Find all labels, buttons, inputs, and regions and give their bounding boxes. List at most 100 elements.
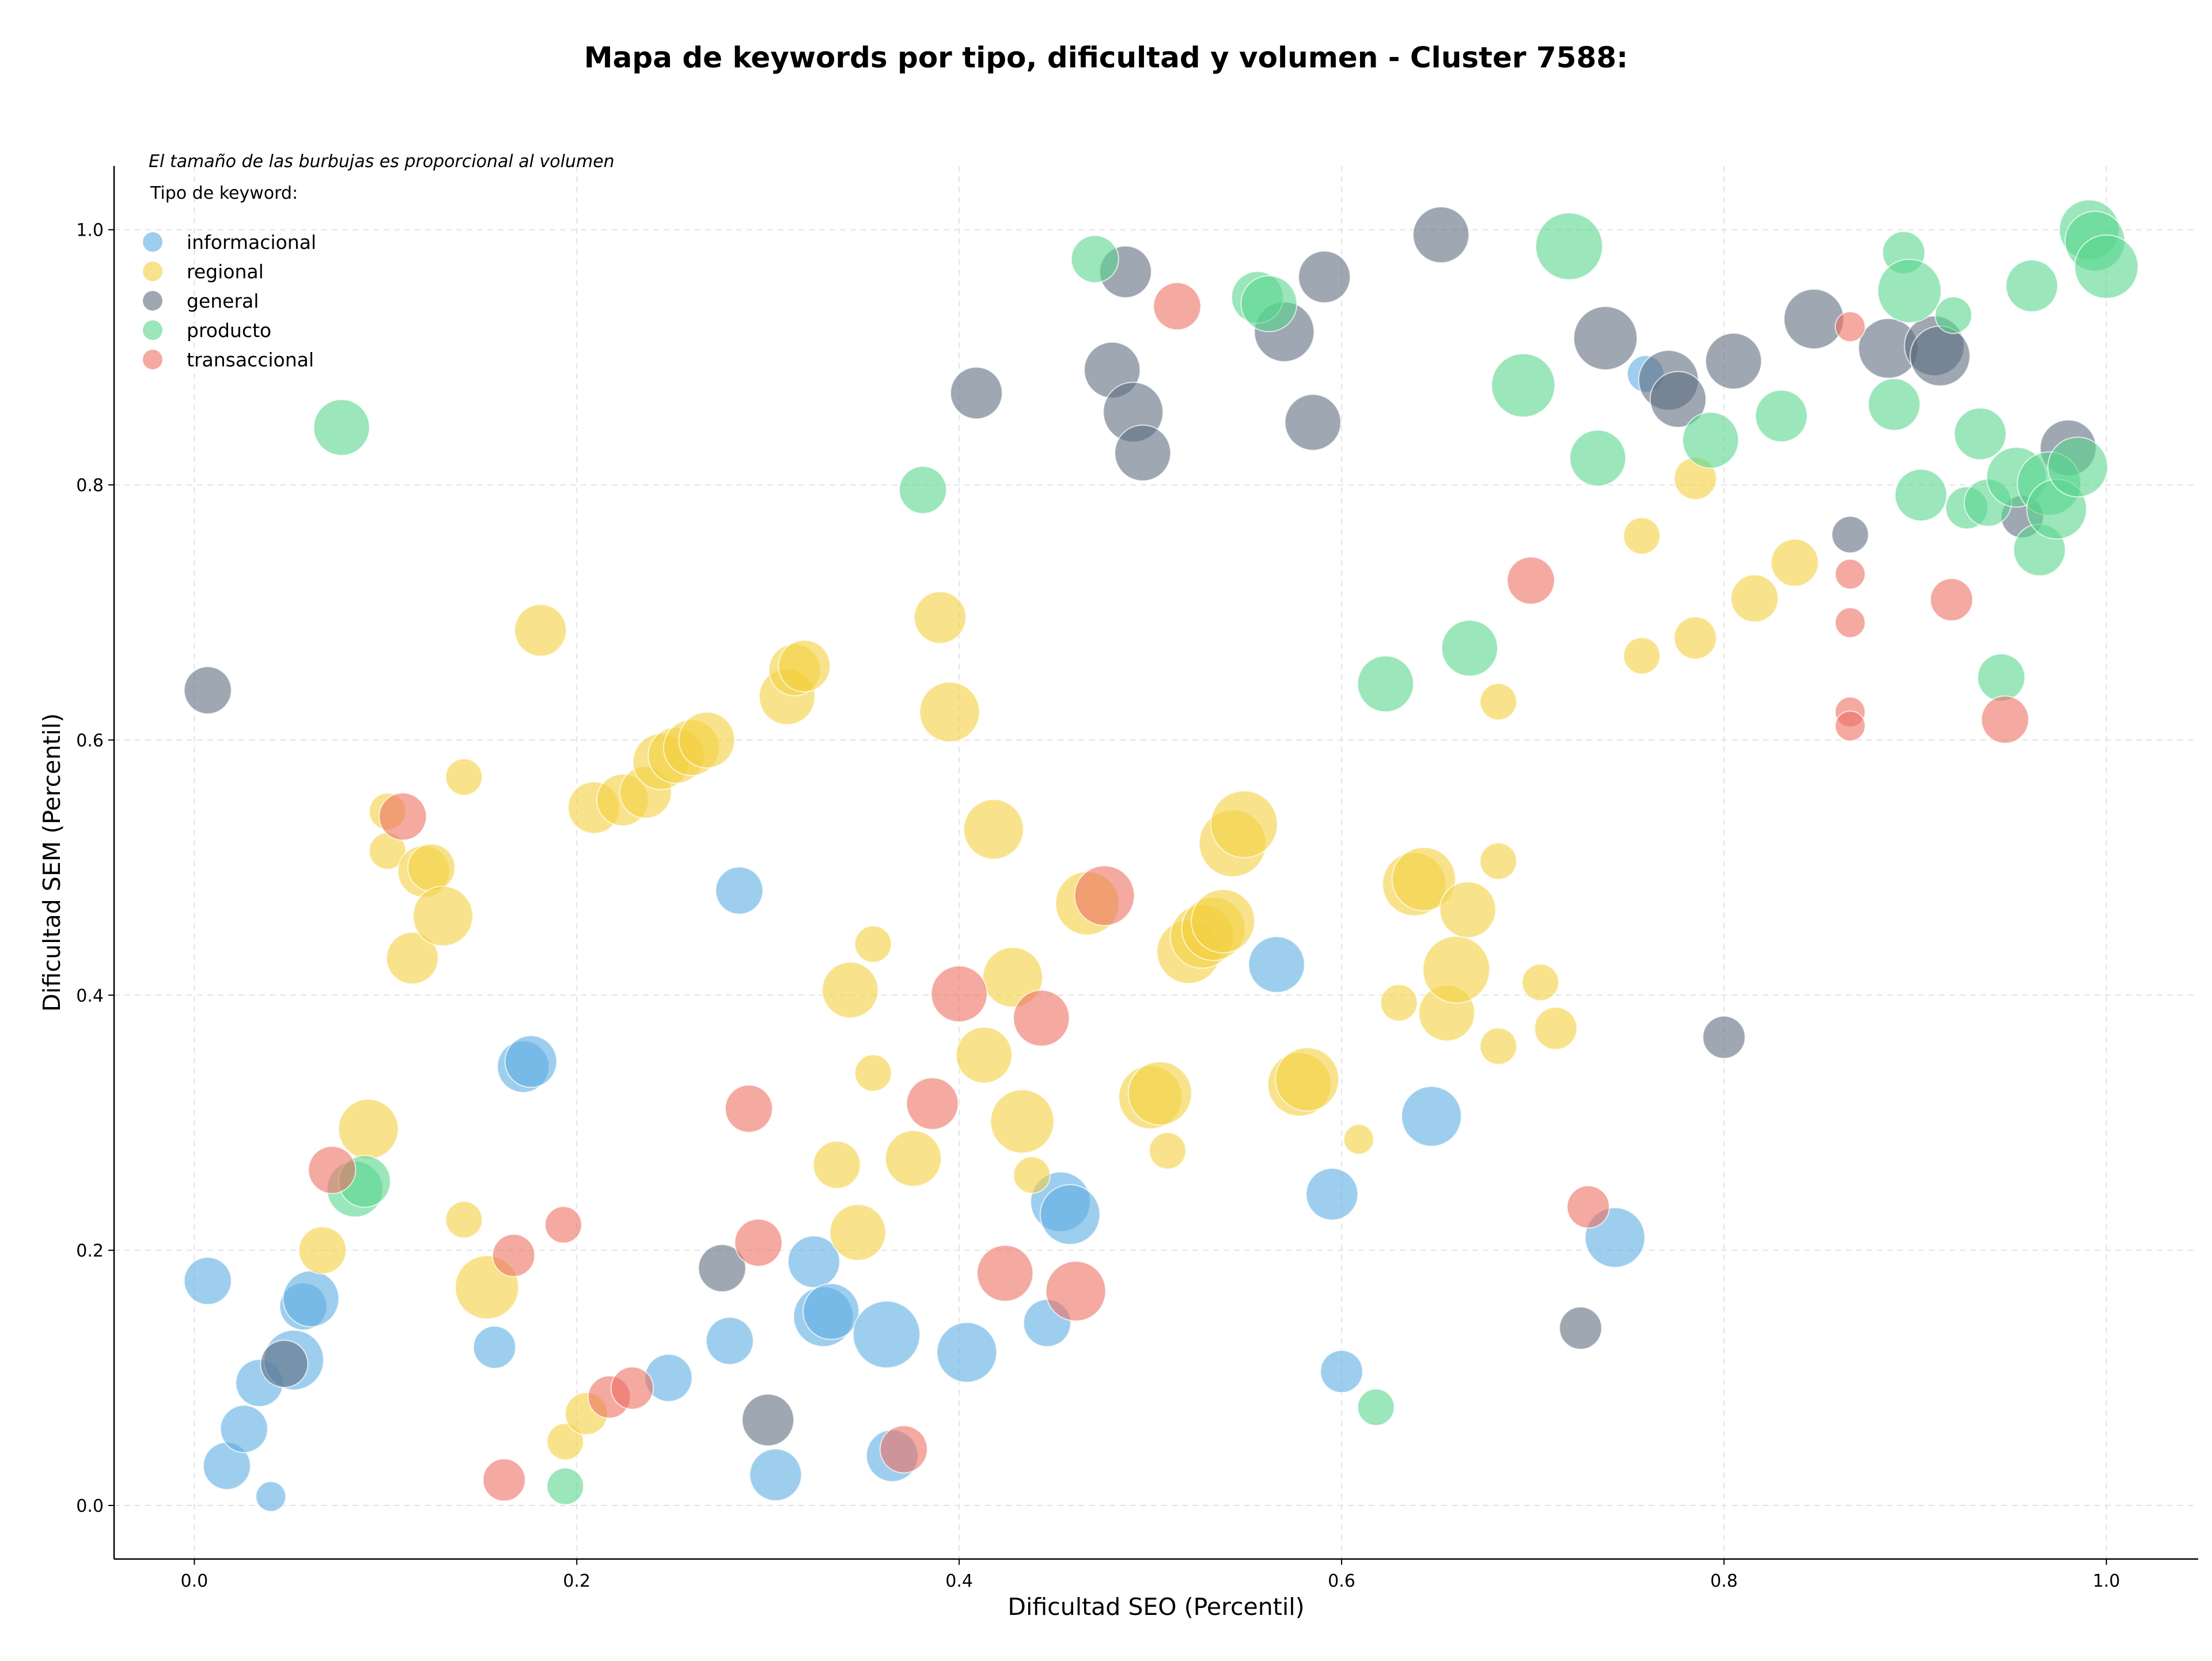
bubble-informacional xyxy=(219,1405,268,1454)
bubble-informacional xyxy=(936,1322,998,1383)
bubble-general xyxy=(1783,288,1844,350)
bubble-informacional xyxy=(705,1316,754,1365)
chart-title: Mapa de keywords por tipo, dificultad y … xyxy=(584,41,1628,74)
bubble-informacional xyxy=(1248,936,1305,993)
bubble-informacional xyxy=(1320,1349,1363,1394)
bubble-regional xyxy=(1673,616,1717,660)
series-regional xyxy=(298,456,1819,1461)
bubble-producto xyxy=(1934,296,1972,334)
legend-marker-informacional xyxy=(143,232,162,252)
bubble-regional xyxy=(812,1140,861,1189)
bubble-regional xyxy=(1534,1007,1578,1050)
bubble-informacional xyxy=(183,1257,232,1306)
bubble-regional xyxy=(445,1201,483,1239)
bubble-informacional xyxy=(1305,1167,1359,1221)
x-tick-label: 0.8 xyxy=(1710,1571,1738,1591)
bubble-producto xyxy=(2005,259,2059,313)
bubble-regional xyxy=(919,681,980,743)
bubble-regional xyxy=(1275,1047,1340,1112)
bubble-producto xyxy=(1569,429,1627,487)
x-tick-label: 1.0 xyxy=(2093,1571,2120,1591)
bubble-transaccional xyxy=(378,792,427,841)
bubble-regional xyxy=(338,1098,399,1160)
bubble-regional xyxy=(1210,790,1278,858)
bubble-producto xyxy=(1877,258,1942,324)
bubble-transaccional xyxy=(544,1206,582,1244)
bubble-transaccional xyxy=(482,1458,526,1502)
bubble-regional xyxy=(546,1422,585,1461)
bubble-producto xyxy=(1070,234,1119,283)
bubble-layer xyxy=(183,199,2139,1512)
bubble-regional xyxy=(990,1089,1055,1154)
bubble-regional xyxy=(854,925,892,963)
bubble-producto xyxy=(1894,468,1948,522)
bubble-regional xyxy=(884,1130,942,1187)
y-ticks: 0.0 0.2 0.4 0.6 0.8 1.0 xyxy=(76,221,114,1516)
bubble-producto xyxy=(546,1467,585,1505)
bubble-informacional xyxy=(472,1325,517,1369)
bubble-regional xyxy=(854,1054,892,1092)
legend-label-transaccional: transaccional xyxy=(187,349,314,371)
bubble-producto xyxy=(1682,411,1740,469)
bubble-regional xyxy=(1013,1156,1051,1194)
bubble-producto xyxy=(2047,436,2108,498)
bubble-producto xyxy=(1240,275,1298,332)
series-transaccional xyxy=(308,282,2029,1502)
bubble-transaccional xyxy=(1045,1261,1107,1322)
bubble-transaccional xyxy=(734,1218,783,1267)
bubble-general xyxy=(1412,206,1470,264)
bubble-producto xyxy=(1441,619,1498,677)
x-tick-label: 0.2 xyxy=(563,1571,590,1591)
bubble-informacional xyxy=(282,1270,340,1327)
bubble-regional xyxy=(1623,637,1661,675)
bubble-regional xyxy=(1191,888,1256,954)
bubble-general xyxy=(1702,1015,1746,1060)
bubble-regional xyxy=(407,843,456,892)
x-tick-label: 0.6 xyxy=(1328,1571,1355,1591)
bubble-size-note: El tamaño de las burbujas es proporciona… xyxy=(149,152,615,172)
bubble-informacional xyxy=(1401,1085,1462,1147)
bubble-regional xyxy=(955,1026,1013,1084)
bubble-producto xyxy=(1491,353,1556,418)
bubble-transaccional xyxy=(1834,311,1866,342)
bubble-regional xyxy=(1479,842,1517,880)
y-axis-label: Dificultad SEM (Percentil) xyxy=(38,713,66,1012)
bubble-general xyxy=(1649,370,1707,428)
bubble-regional xyxy=(1439,881,1497,939)
bubble-regional xyxy=(821,961,879,1019)
bubble-informacional xyxy=(802,1282,860,1340)
y-tick-label: 0.8 xyxy=(76,476,104,496)
legend-label-producto: producto xyxy=(187,319,271,342)
bubble-transaccional xyxy=(930,965,988,1023)
bubble-regional xyxy=(829,1204,887,1261)
grid-lines xyxy=(114,166,2198,1559)
legend-label-regional: regional xyxy=(187,260,264,283)
series-general xyxy=(183,206,2097,1447)
bubble-general xyxy=(1573,305,1638,370)
bubble-producto xyxy=(1357,655,1414,713)
bubble-regional xyxy=(913,591,967,644)
bubble-transaccional xyxy=(1834,607,1866,638)
bubble-regional xyxy=(1343,1123,1374,1155)
bubble-informacional xyxy=(787,1235,840,1288)
bubble-general xyxy=(1284,394,1342,451)
bubble-transaccional xyxy=(492,1234,536,1277)
x-tick-label: 0.4 xyxy=(945,1571,973,1591)
bubble-regional xyxy=(1149,1132,1187,1170)
bubble-informacional xyxy=(504,1035,558,1088)
bubble-general xyxy=(183,666,232,715)
legend-marker-general xyxy=(143,291,162,311)
y-tick-label: 0.6 xyxy=(76,731,104,751)
bubble-regional xyxy=(1422,936,1491,1004)
x-axis-label: Dificultad SEO (Percentil) xyxy=(1007,1593,1304,1621)
bubble-transaccional xyxy=(1566,1185,1610,1229)
bubble-producto xyxy=(1357,1388,1395,1427)
bubble-transaccional xyxy=(610,1366,654,1410)
bubble-transaccional xyxy=(1834,710,1866,742)
bubble-producto xyxy=(1953,407,2007,460)
y-tick-label: 0.0 xyxy=(76,1496,104,1516)
bubble-transaccional xyxy=(308,1145,357,1194)
bubble-transaccional xyxy=(724,1084,774,1133)
bubble-general xyxy=(1831,516,1869,554)
bubble-regional xyxy=(385,932,439,985)
